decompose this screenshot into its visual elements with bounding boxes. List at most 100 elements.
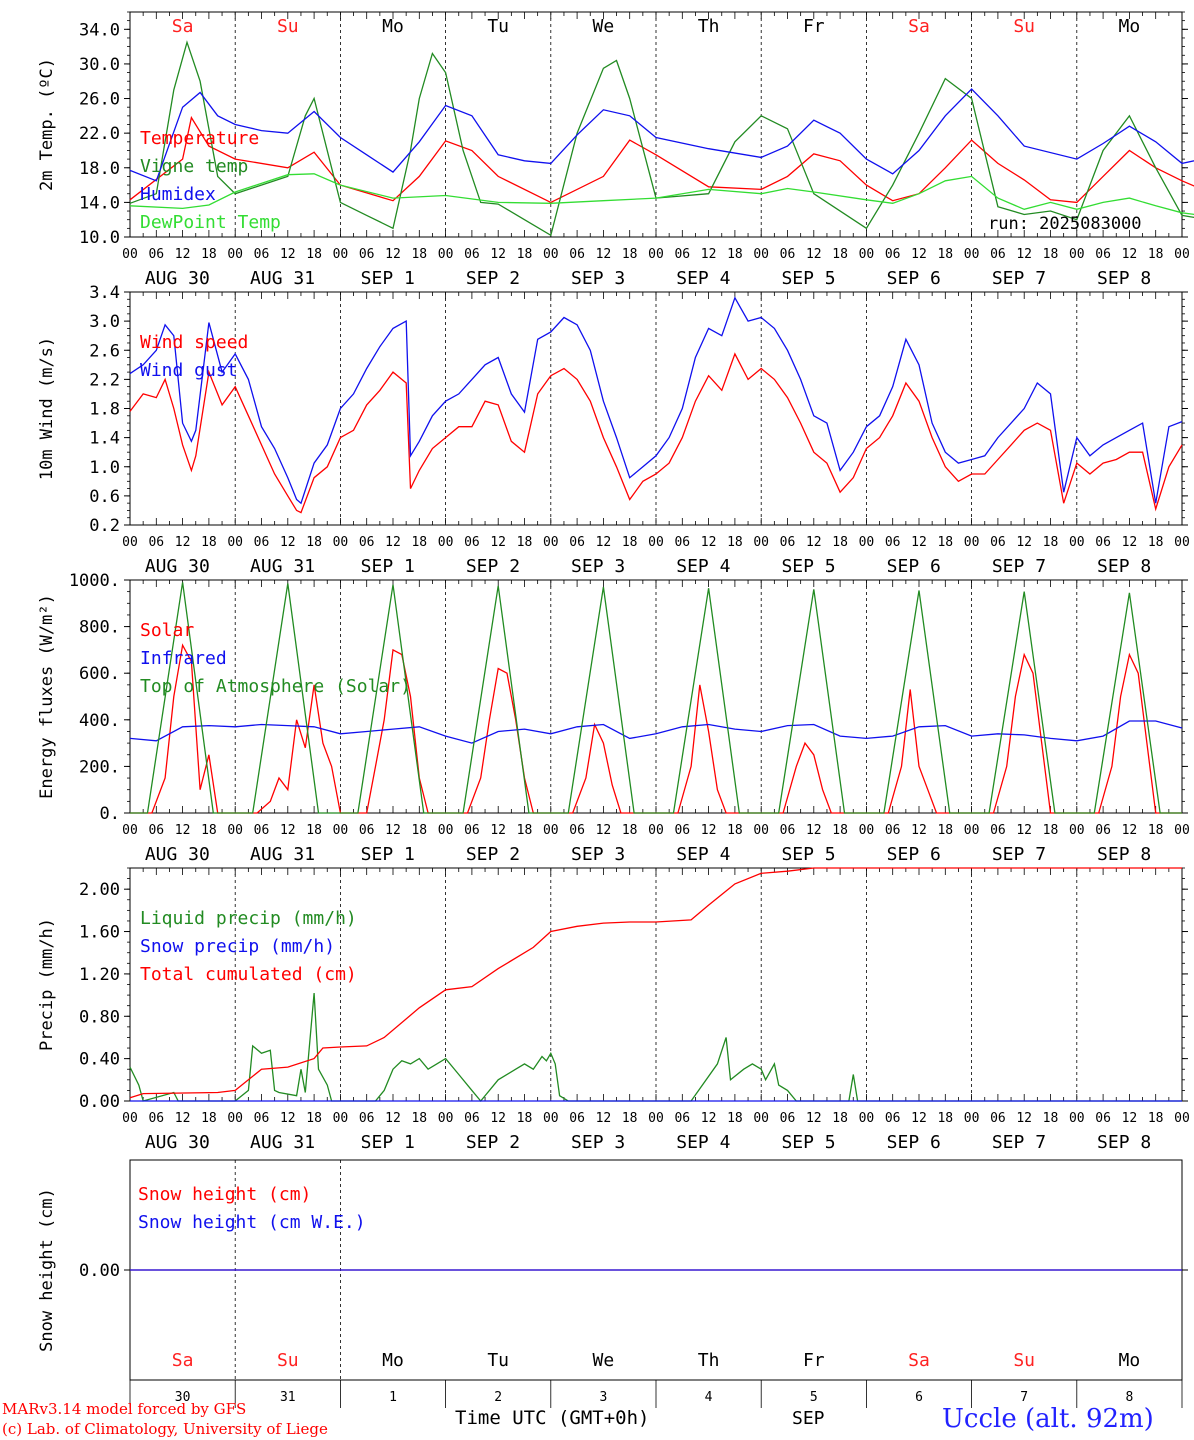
y-tick-label: 34.0: [79, 20, 120, 40]
hour-tick-label: 06: [674, 535, 690, 550]
hour-tick-label: 00: [648, 535, 664, 550]
hour-tick-label: 00: [1069, 247, 1085, 262]
y-tick-label: 2.6: [89, 341, 120, 361]
date-label: SEP 2: [466, 556, 520, 577]
hour-tick-label: 00: [753, 1111, 769, 1126]
series-line-temperature: [129, 115, 1194, 204]
hour-tick-label: 12: [911, 1111, 927, 1126]
hour-tick-label: 00: [859, 247, 875, 262]
run-label: run: 2025083000: [988, 214, 1142, 234]
y-tick-label: 0.80: [79, 1007, 120, 1027]
weekday-label: Th: [698, 1350, 720, 1371]
date-label: SEP 8: [1097, 1132, 1151, 1153]
hour-tick-label: 00: [1069, 823, 1085, 838]
date-label: SEP 1: [361, 1132, 415, 1153]
hour-tick-label: 00: [1174, 535, 1190, 550]
weekday-label: Sa: [172, 16, 194, 37]
hour-tick-label: 06: [464, 823, 480, 838]
panel-temp: 10.0 14.0 18.0 22.0 26.0 30.0 34.0 2m Temp. (ºC…: [37, 11, 1194, 289]
hour-tick-label: 00: [964, 1111, 980, 1126]
hour-tick-label: 18: [411, 535, 427, 550]
hour-tick-label: 06: [148, 1111, 164, 1126]
series-line-top-of-atmosphere-solar-: [130, 582, 1182, 814]
hour-tick-label: 18: [1043, 1111, 1059, 1126]
hour-tick-label: 12: [596, 823, 612, 838]
hour-tick-label: 12: [280, 535, 296, 550]
hour-tick-label: 06: [990, 247, 1006, 262]
y-tick-label: 1000.: [69, 571, 120, 591]
date-label: SEP 8: [1097, 556, 1151, 577]
hour-tick-label: 12: [596, 247, 612, 262]
hour-tick-label: 06: [674, 1111, 690, 1126]
weekday-label: Mo: [382, 1350, 404, 1371]
y-axis-label: Energy fluxes (W/m²): [37, 594, 57, 799]
legend-entry: Temperature: [140, 128, 259, 149]
hour-tick-label: 06: [674, 247, 690, 262]
series-line-solar: [130, 643, 1182, 814]
weekday-label: Fr: [803, 1350, 825, 1371]
weekday-label: Su: [277, 1350, 299, 1371]
hour-tick-label: 06: [359, 1111, 375, 1126]
y-tick-label: 0.00: [79, 1261, 120, 1281]
weekday-label: We: [593, 16, 615, 37]
weekday-label: Th: [698, 16, 720, 37]
hour-tick-label: 00: [227, 823, 243, 838]
y-tick-label: 600.: [79, 664, 120, 684]
weekday-label: Mo: [1119, 16, 1141, 37]
hour-tick-label: 00: [543, 535, 559, 550]
hour-tick-label: 00: [333, 823, 349, 838]
date-label: SEP 3: [571, 268, 625, 289]
hour-tick-label: 12: [490, 247, 506, 262]
hour-tick-label: 00: [859, 823, 875, 838]
hour-tick-label: 18: [306, 535, 322, 550]
hour-tick-label: 12: [1122, 535, 1138, 550]
legend-entry: DewPoint Temp: [140, 212, 281, 233]
hour-tick-label: 18: [937, 247, 953, 262]
hour-tick-label: 06: [885, 247, 901, 262]
hour-tick-label: 18: [832, 1111, 848, 1126]
hour-tick-label: 18: [727, 823, 743, 838]
hour-tick-label: 18: [201, 247, 217, 262]
panel-precip: 0.00 0.40 0.80 1.20 1.60 2.00 Precip (mm/h) 00 0…: [37, 867, 1190, 1153]
hour-tick-label: 00: [122, 247, 138, 262]
y-tick-label: 0.2: [89, 516, 120, 536]
series-line-wind-speed: [129, 352, 1183, 514]
hour-tick-label: 00: [1174, 823, 1190, 838]
series-line-dewpoint-temp: [129, 173, 1194, 216]
weekday-label: Mo: [1119, 1350, 1141, 1371]
hour-tick-label: 06: [359, 535, 375, 550]
date-label: AUG 31: [250, 268, 315, 289]
hour-tick-label: 00: [648, 247, 664, 262]
hour-tick-label: 00: [859, 535, 875, 550]
model-credit-line2: (c) Lab. of Climatology, University of L…: [2, 1420, 328, 1438]
y-axis-label: Snow height (cm): [37, 1188, 57, 1352]
series-line-wind-gust: [129, 296, 1183, 505]
legend-entry: Vigne temp: [140, 156, 248, 177]
hour-tick-label: 00: [438, 823, 454, 838]
hour-tick-label: 12: [1016, 247, 1032, 262]
hour-tick-label: 18: [832, 823, 848, 838]
date-label: SEP 2: [466, 844, 520, 865]
y-tick-label: 14.0: [79, 193, 120, 213]
day-number-label: 5: [810, 1390, 818, 1405]
y-tick-label: 1.8: [89, 400, 120, 420]
hour-tick-label: 00: [122, 823, 138, 838]
hour-tick-label: 12: [701, 535, 717, 550]
hour-tick-label: 06: [885, 1111, 901, 1126]
hour-tick-label: 00: [227, 535, 243, 550]
x-axis-label: Time UTC (GMT+0h): [455, 1407, 649, 1429]
date-label: SEP 1: [361, 268, 415, 289]
hour-tick-label: 12: [806, 823, 822, 838]
date-label: SEP 6: [887, 1132, 941, 1153]
hour-tick-label: 00: [964, 823, 980, 838]
hour-tick-label: 06: [569, 823, 585, 838]
date-label: SEP 5: [781, 268, 835, 289]
hour-tick-label: 18: [622, 823, 638, 838]
hour-tick-label: 00: [438, 1111, 454, 1126]
day-number-label: 6: [915, 1390, 923, 1405]
hour-tick-label: 18: [1148, 535, 1164, 550]
hour-tick-label: 18: [1043, 535, 1059, 550]
date-label: AUG 31: [250, 1132, 315, 1153]
hour-tick-label: 00: [227, 1111, 243, 1126]
hour-tick-label: 18: [517, 247, 533, 262]
